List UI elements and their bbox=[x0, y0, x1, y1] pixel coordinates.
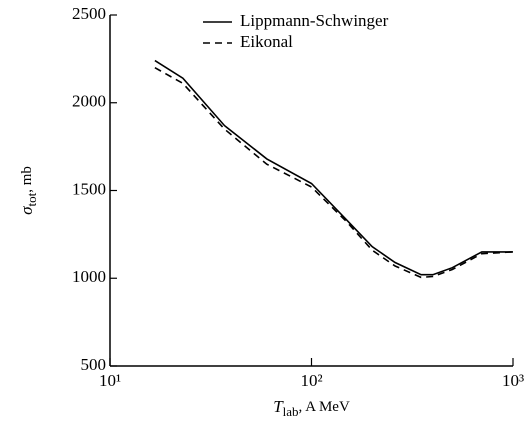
legend-label: Lippmann-Schwinger bbox=[240, 11, 389, 30]
y-axis-label: σtot, mb bbox=[17, 166, 39, 215]
y-tick-label: 500 bbox=[81, 355, 107, 374]
label-subscript: lab bbox=[283, 404, 299, 419]
label-subscript: tot bbox=[24, 192, 39, 206]
series-line bbox=[154, 67, 514, 279]
label-symbol: T bbox=[273, 397, 284, 416]
y-tick-label: 2000 bbox=[72, 92, 106, 111]
series-line bbox=[154, 59, 513, 276]
label-rest: , mb bbox=[19, 166, 35, 193]
x-tick-label: 10¹ bbox=[99, 371, 121, 390]
x-tick-label: 10² bbox=[300, 371, 322, 390]
label-rest: , A MeV bbox=[299, 399, 350, 415]
label-symbol: σ bbox=[17, 206, 36, 215]
x-tick-label: 10³ bbox=[502, 371, 524, 390]
y-tick-label: 1500 bbox=[72, 179, 106, 198]
legend-label: Eikonal bbox=[240, 32, 293, 51]
x-axis-label: Tlab, A MeV bbox=[273, 397, 350, 419]
y-tick-label: 2500 bbox=[72, 4, 106, 23]
y-tick-label: 1000 bbox=[72, 267, 106, 286]
